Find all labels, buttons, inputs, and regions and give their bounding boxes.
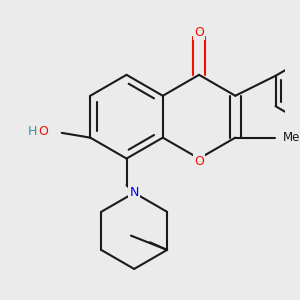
Text: O: O [39,125,48,138]
Text: Me: Me [283,131,300,144]
Text: N: N [130,186,139,199]
Text: O: O [194,26,204,38]
Text: H: H [28,125,37,138]
Text: O: O [194,155,204,168]
